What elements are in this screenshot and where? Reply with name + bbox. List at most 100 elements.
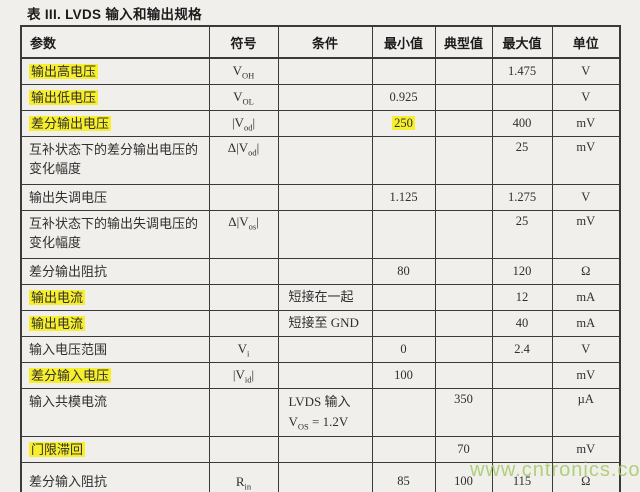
unit-cell: V bbox=[551, 183, 621, 211]
unit-value: V bbox=[581, 341, 591, 356]
condition-cell: LVDS 输入 VOS = 1.2V bbox=[277, 387, 373, 437]
typ-cell bbox=[434, 257, 493, 285]
formula-pre: |V bbox=[232, 367, 245, 382]
condition-cell bbox=[277, 209, 373, 259]
max-cell: 115 bbox=[491, 461, 553, 492]
max-value: 12 bbox=[515, 289, 529, 304]
max-value: 120 bbox=[512, 263, 532, 278]
param-label: 差分输出阻抗 bbox=[29, 263, 108, 279]
param-cell: 门限滞回 bbox=[20, 435, 210, 463]
condition-cell bbox=[277, 183, 373, 211]
param-cell: 输出电流 bbox=[20, 309, 210, 337]
max-value: 40 bbox=[515, 315, 529, 330]
min-cell bbox=[371, 283, 436, 311]
column-header: 最小值 bbox=[371, 25, 436, 59]
symbol-cell bbox=[208, 435, 279, 463]
formula-sub: os bbox=[248, 221, 257, 232]
unit-value: mV bbox=[576, 213, 596, 228]
max-cell: 12 bbox=[491, 283, 553, 311]
param-cell: 互补状态下的输出失调电压的变化幅度 bbox=[20, 209, 210, 259]
table-row: 门限滞回 70 mV bbox=[20, 435, 621, 463]
formula-sub: od bbox=[248, 147, 257, 158]
condition-text: 短接在一起 bbox=[288, 289, 354, 304]
symbol-cell: Δ|Vod| bbox=[208, 135, 279, 185]
symbol-cell: Δ|Vos| bbox=[208, 209, 279, 259]
param-cell: 差分输出电压 bbox=[20, 109, 210, 137]
min-value: 0 bbox=[400, 341, 407, 356]
formula: Δ|Vod| bbox=[228, 139, 260, 158]
unit-cell: V bbox=[551, 83, 621, 111]
max-cell: 400 bbox=[491, 109, 553, 137]
formula: VOS = 1.2V bbox=[288, 413, 349, 432]
unit-cell: V bbox=[551, 335, 621, 363]
condition-line: 短接至 GND bbox=[289, 313, 372, 333]
typ-cell: 350 bbox=[434, 387, 493, 437]
condition-line: LVDS 输入 bbox=[289, 392, 372, 412]
param-cell: 输入电压范围 bbox=[20, 335, 210, 363]
formula: Vi bbox=[238, 341, 250, 358]
param-cell: 输出失调电压 bbox=[20, 183, 210, 211]
formula-post: | bbox=[251, 367, 255, 382]
min-cell: 0 bbox=[371, 335, 436, 363]
unit-cell: mA bbox=[551, 283, 621, 311]
symbol-cell: Vi bbox=[208, 335, 279, 363]
table-row: 输出低电压 VOL 0.925 V bbox=[20, 83, 621, 111]
min-cell: 1.125 bbox=[371, 183, 436, 211]
condition-cell bbox=[277, 361, 373, 389]
min-cell bbox=[371, 387, 436, 437]
formula-post: | bbox=[256, 139, 260, 155]
formula-sub: od bbox=[243, 122, 253, 133]
min-cell bbox=[371, 209, 436, 259]
formula-pre: Δ|V bbox=[228, 213, 249, 229]
symbol-cell bbox=[208, 283, 279, 311]
param-cell: 输出高电压 bbox=[20, 57, 210, 85]
table-row: 输出失调电压 1.125 1.275 V bbox=[20, 183, 621, 211]
typ-cell bbox=[434, 335, 493, 363]
unit-value: µA bbox=[577, 391, 594, 406]
param-label: 输出电流 bbox=[29, 289, 86, 305]
unit-value: mV bbox=[576, 115, 596, 130]
param-label: 输出高电压 bbox=[29, 63, 99, 79]
unit-value: V bbox=[581, 89, 591, 104]
min-cell: 80 bbox=[371, 257, 436, 285]
param-label: 互补状态下的输出失调电压的变化幅度 bbox=[29, 215, 199, 250]
formula: VOL bbox=[233, 89, 254, 107]
unit-cell: µA bbox=[551, 387, 621, 437]
condition-cell: 短接至 GND bbox=[277, 309, 373, 337]
symbol-cell: |Vod| bbox=[208, 109, 279, 137]
typ-value: 350 bbox=[454, 391, 473, 406]
symbol-cell bbox=[208, 257, 279, 285]
param-label: 输入共模电流 bbox=[29, 393, 108, 409]
formula-sub: in bbox=[244, 481, 252, 492]
param-cell: 差分输入电压 bbox=[20, 361, 210, 389]
typ-value: 70 bbox=[457, 441, 470, 456]
max-cell: 25 bbox=[491, 135, 553, 185]
condition-cell bbox=[277, 335, 373, 363]
typ-cell bbox=[434, 183, 493, 211]
param-label: 输出失调电压 bbox=[29, 189, 108, 205]
table-row: 差分输出电压 |Vod| 250 400 mV bbox=[20, 109, 621, 137]
formula-sub: OL bbox=[242, 96, 254, 107]
min-cell bbox=[371, 135, 436, 185]
max-value: 115 bbox=[512, 474, 532, 489]
max-value: 1.475 bbox=[507, 63, 537, 78]
unit-cell: mA bbox=[551, 309, 621, 337]
symbol-cell: VOL bbox=[208, 83, 279, 111]
table-row: 输出电流 短接至 GND 40 mA bbox=[20, 309, 621, 337]
formula-sub: OH bbox=[242, 70, 255, 81]
min-cell: 85 bbox=[371, 461, 436, 492]
max-cell bbox=[491, 435, 553, 463]
formula: Rin bbox=[236, 474, 252, 492]
formula-pre: V bbox=[288, 413, 298, 429]
min-cell: 250 bbox=[371, 109, 436, 137]
header-row: 参数 符号 条件 最小值 典型值 最大值 单位 bbox=[20, 25, 621, 59]
unit-value: V bbox=[581, 189, 591, 204]
param-label: 输出低电压 bbox=[29, 89, 99, 105]
typ-cell: 100 bbox=[434, 461, 493, 492]
max-cell: 1.275 bbox=[491, 183, 553, 211]
formula-sub: OS bbox=[297, 421, 309, 432]
unit-value: Ω bbox=[581, 263, 591, 278]
param-label: 互补状态下的差分输出电压的变化幅度 bbox=[29, 141, 199, 176]
param-label: 输入电压范围 bbox=[29, 341, 108, 357]
